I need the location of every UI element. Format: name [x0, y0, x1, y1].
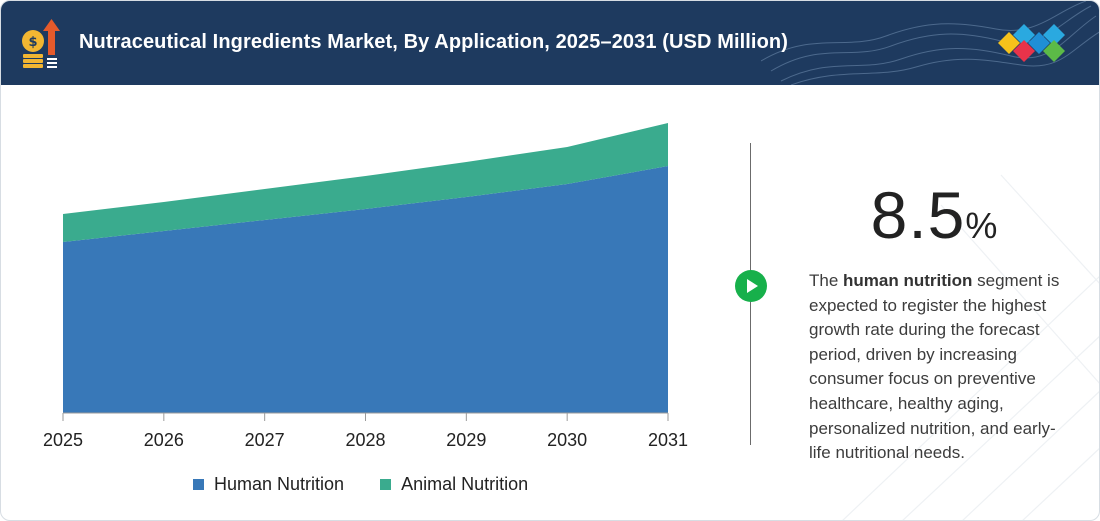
area-series-human-nutrition — [63, 166, 668, 413]
x-tick-label: 2031 — [648, 430, 688, 450]
growth-rate-value: 8.5 — [870, 178, 966, 252]
x-tick-label: 2028 — [345, 430, 385, 450]
growth-rate-unit: % — [965, 205, 998, 246]
background-lines — [842, 174, 1099, 520]
header-bar: $ Nutraceutical Ingredients Market, By A… — [1, 1, 1099, 85]
description-highlight: human nutrition — [843, 271, 973, 290]
legend-label-human-nutrition: Human Nutrition — [214, 473, 345, 494]
description-prefix: The — [809, 271, 844, 290]
svg-text:$: $ — [28, 35, 37, 50]
legend-item-animal-nutrition: Animal Nutrition — [380, 474, 528, 495]
x-tick-label: 2026 — [144, 430, 184, 450]
legend-swatch-human-nutrition — [193, 478, 204, 490]
growth-stat: 8.5% — [809, 177, 1059, 253]
x-tick-label: 2029 — [446, 430, 486, 450]
description-rest: segment is expected to register the high… — [809, 271, 1060, 463]
play-icon — [735, 270, 767, 302]
segment-description: The human nutrition segment is expected … — [809, 269, 1071, 466]
area-series-animal-nutrition — [63, 123, 668, 242]
x-tick-label: 2030 — [547, 430, 587, 450]
legend-swatch-animal-nutrition — [380, 478, 392, 490]
legend-item-human-nutrition: Human Nutrition — [193, 474, 344, 495]
area-chart: 2025 2026 2027 2028 2029 2030 2031 — [43, 123, 688, 450]
chart-title: Nutraceutical Ingredients Market, By App… — [79, 31, 788, 53]
chart-legend: Human Nutrition Animal Nutrition — [193, 473, 528, 495]
x-tick-label: 2025 — [43, 430, 83, 450]
x-tick-label: 2027 — [245, 430, 285, 450]
logo-diamonds-icon — [998, 24, 1065, 62]
legend-label-animal-nutrition: Animal Nutrition — [401, 473, 529, 494]
coin-growth-icon: $ — [22, 19, 60, 68]
